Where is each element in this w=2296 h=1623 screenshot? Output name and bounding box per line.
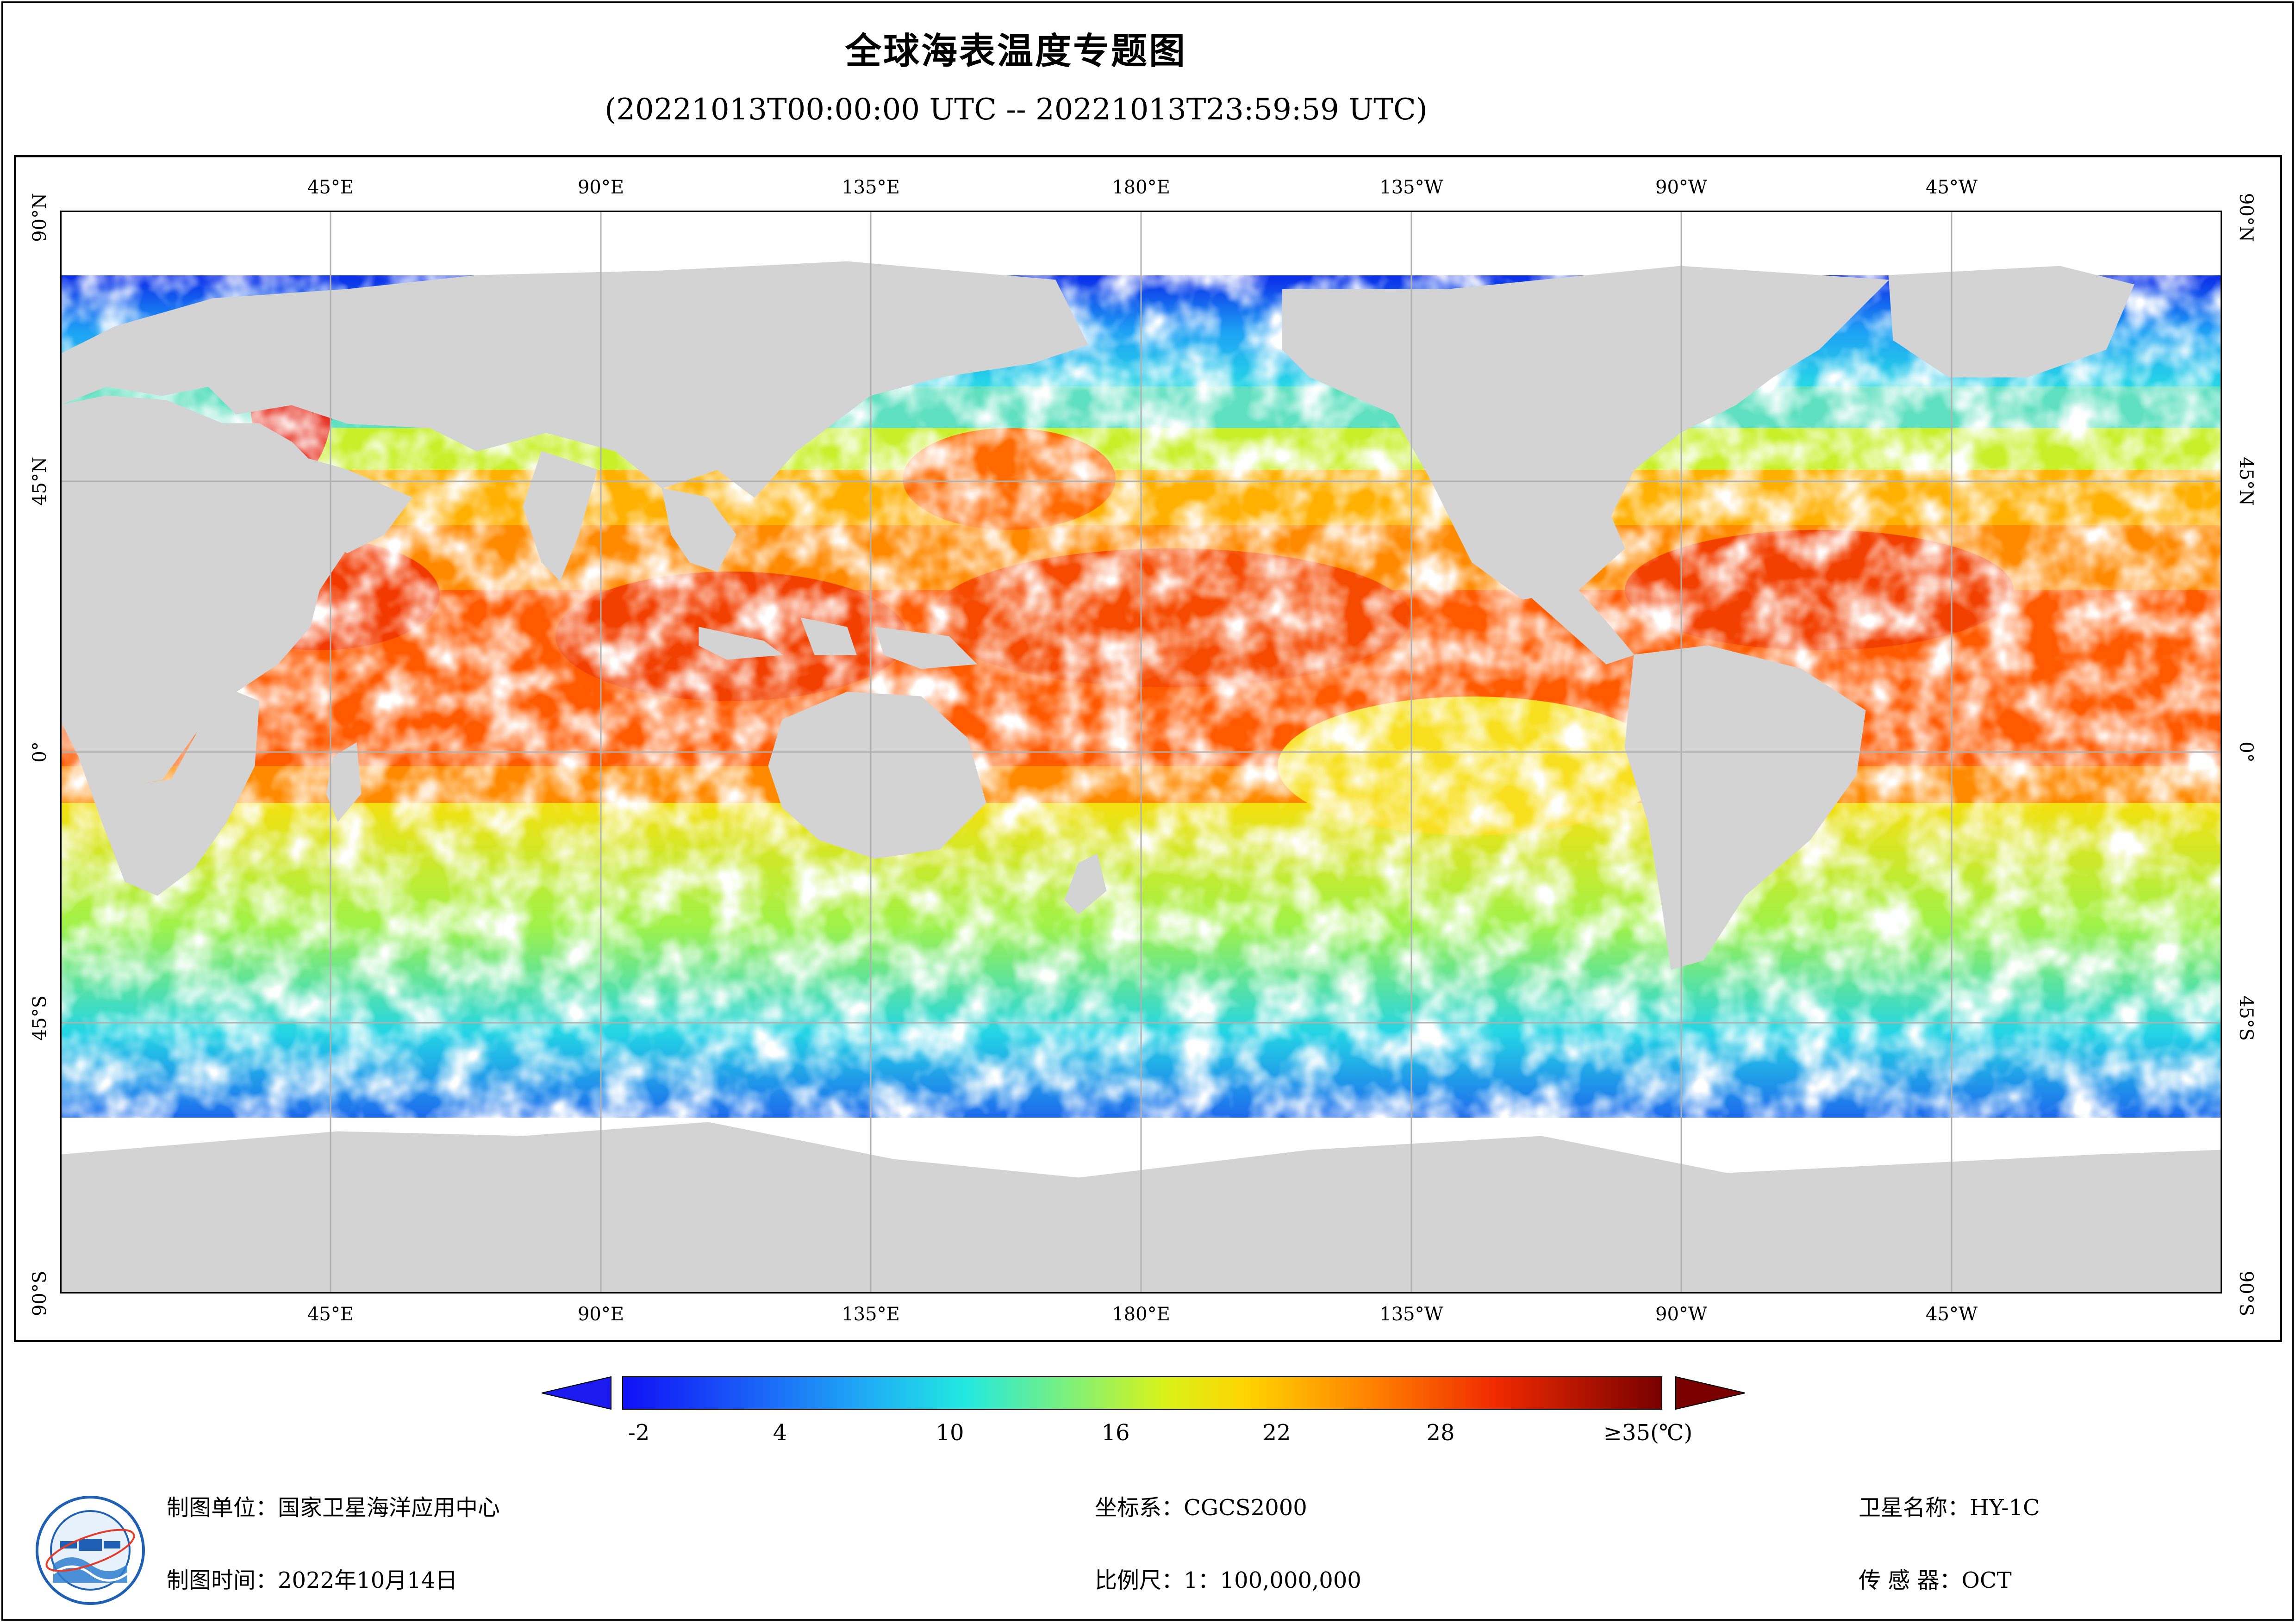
footer-date: 制图时间：2022年10月14日 <box>167 1567 458 1593</box>
lon-label-bottom: 180°E <box>1112 1304 1170 1325</box>
lat-label-left: 90°S <box>29 1270 50 1317</box>
colorbar <box>542 1376 1745 1410</box>
footer-crs: 坐标系：CGCS2000 <box>1095 1495 1307 1521</box>
footer-org: 制图单位：国家卫星海洋应用中心 <box>167 1495 500 1521</box>
footer-satellite: 卫星名称：HY-1C <box>1859 1495 2040 1521</box>
graticule <box>60 211 2222 1293</box>
lon-label-top: 90°E <box>577 177 624 198</box>
sst-map <box>60 211 2222 1293</box>
lon-label-bottom: 135°W <box>1379 1304 1443 1325</box>
lat-label-right: 90°S <box>2235 1270 2257 1317</box>
lat-label-left: 45°N <box>29 457 50 506</box>
colorbar-tick: 28 <box>1426 1420 1455 1446</box>
footer-scale: 比例尺：1：100,000,000 <box>1095 1567 1361 1593</box>
colorbar-tick: 10 <box>936 1420 964 1446</box>
lat-label-left: 90°N <box>29 193 50 242</box>
lon-label-top: 135°E <box>842 177 900 198</box>
lon-label-top: 45°W <box>1925 177 1978 198</box>
colorbar-tick: 22 <box>1262 1420 1291 1446</box>
lon-label-bottom: 90°E <box>577 1304 624 1325</box>
lon-label-bottom: 90°W <box>1655 1304 1708 1325</box>
lat-label-right: 45°N <box>2235 457 2257 506</box>
nsoas-logo <box>36 1496 145 1605</box>
colorbar-tick: -2 <box>628 1420 650 1446</box>
lon-label-bottom: 135°E <box>842 1304 900 1325</box>
lat-label-left: 45°S <box>29 995 50 1041</box>
lon-label-bottom: 45°W <box>1925 1304 1978 1325</box>
lon-label-bottom: 45°E <box>307 1304 354 1325</box>
lat-label-left: 0° <box>29 741 50 763</box>
time-range-subtitle: (20221013T00:00:00 UTC -- 20221013T23:59… <box>605 93 1428 127</box>
colorbar-tick: 4 <box>773 1420 787 1446</box>
lat-label-right: 90°N <box>2235 193 2257 242</box>
lon-label-top: 135°W <box>1379 177 1443 198</box>
footer-sensor: 传 感 器：OCT <box>1859 1567 2012 1593</box>
colorbar-over-arrow <box>1675 1376 1745 1410</box>
lon-label-top: 90°W <box>1655 177 1708 198</box>
map-frame <box>14 155 2282 1342</box>
lat-label-right: 45°S <box>2235 995 2257 1041</box>
lat-label-right: 0° <box>2235 741 2257 763</box>
colorbar-tick: ≥35(℃) <box>1603 1420 1693 1446</box>
colorbar-under-arrow <box>542 1376 611 1410</box>
colorbar-gradient <box>622 1376 1662 1410</box>
lon-label-top: 45°E <box>307 177 354 198</box>
lon-label-top: 180°E <box>1112 177 1170 198</box>
map-inner-border <box>60 211 2222 1293</box>
page-title: 全球海表温度专题图 <box>845 31 1187 72</box>
colorbar-tick: 16 <box>1101 1420 1130 1446</box>
